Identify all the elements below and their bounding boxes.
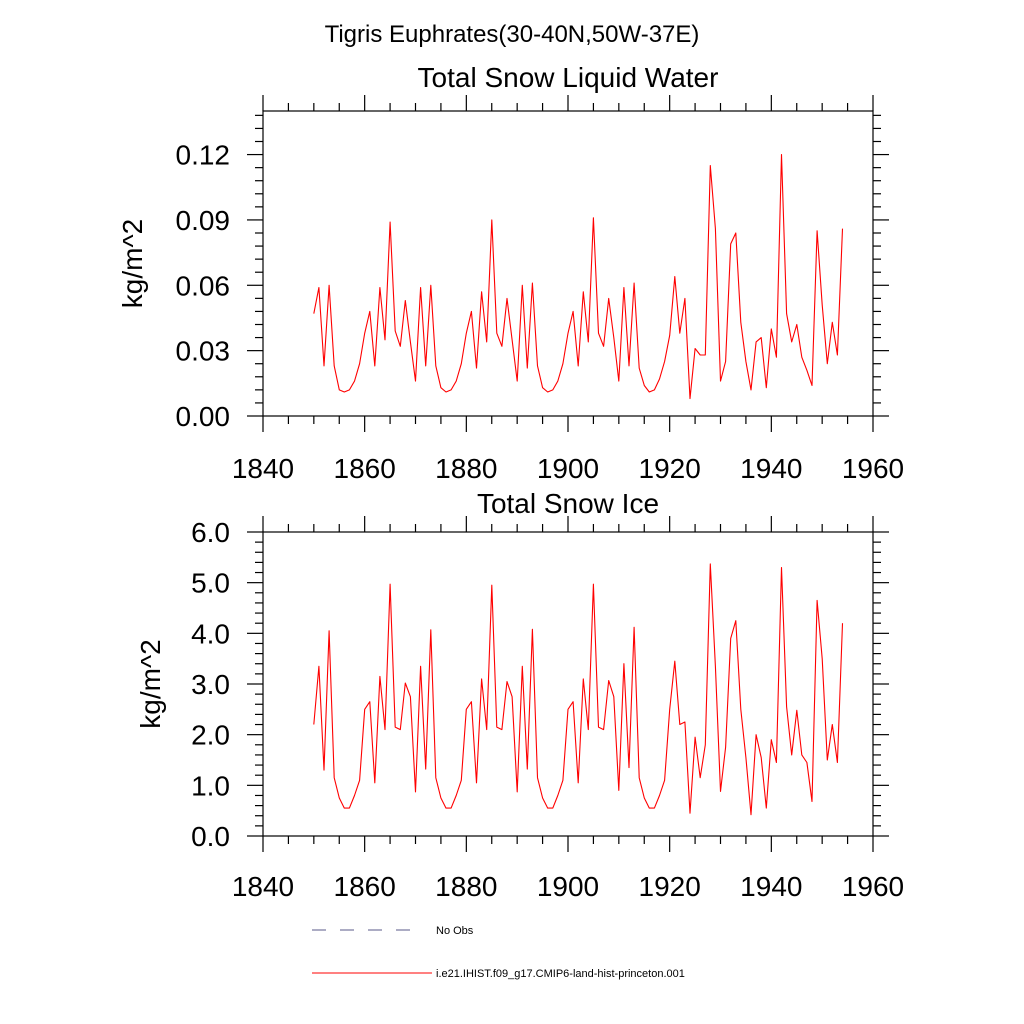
x-tick-label: 1880 (435, 871, 497, 902)
chart-title-ice: Total Snow Ice (477, 488, 659, 519)
x-tick-label: 1860 (334, 453, 396, 484)
x-tick-label: 1900 (537, 871, 599, 902)
series-line-ice-0 (313, 563, 844, 816)
chart-panel-snow-ice: Total Snow Ice 1840 1860 1880 1900 1920 1940 19… (135, 488, 904, 902)
x-tick-label: 1920 (639, 871, 701, 902)
y-tick-label: 4.0 (191, 618, 230, 649)
legend: No Obs i.e21.IHIST.f09_g17.CMIP6-land-hi… (312, 925, 685, 980)
legend-label-model-run: i.e21.IHIST.f09_g17.CMIP6-land-hist-prin… (436, 968, 685, 980)
x-tick-label: 1840 (232, 453, 294, 484)
figure-suptitle: Tigris Euphrates(30-40N,50W-37E) (325, 21, 700, 48)
x-tick-label: 1900 (537, 453, 599, 484)
y-tick-label: 0.12 (176, 140, 231, 171)
y-tick-label: 3.0 (191, 669, 230, 700)
y-tick-label: 0.0 (191, 821, 230, 852)
chart-panel-snow-liquid-water: Total Snow Liquid Water 1840 1860 1880 1900 1… (117, 62, 904, 484)
y-tick-label: 1.0 (191, 770, 230, 801)
y-tick-label: 0.06 (176, 270, 231, 301)
chart-title-water: Total Snow Liquid Water (418, 62, 719, 93)
y-tick-label: 2.0 (191, 720, 230, 751)
y-tick-label: 6.0 (191, 517, 230, 548)
y-tick-label: 5.0 (191, 568, 230, 599)
y-tick-label: 0.03 (176, 336, 231, 367)
y-axis-title-water: kg/m^2 (117, 219, 148, 308)
x-tick-label: 1920 (639, 453, 701, 484)
y-axis-title-ice: kg/m^2 (135, 639, 166, 728)
x-tick-label: 1860 (334, 871, 396, 902)
y-tick-label: 0.09 (176, 205, 231, 236)
y-tick-label: 0.00 (176, 401, 231, 432)
x-tick-label: 1840 (232, 871, 294, 902)
series-line-water-0 (313, 154, 844, 400)
x-tick-label: 1880 (435, 453, 497, 484)
x-tick-label: 1940 (740, 453, 802, 484)
x-tick-label: 1960 (842, 871, 904, 902)
x-tick-label: 1960 (842, 453, 904, 484)
legend-label-no-obs: No Obs (436, 925, 474, 937)
x-tick-label: 1940 (740, 871, 802, 902)
